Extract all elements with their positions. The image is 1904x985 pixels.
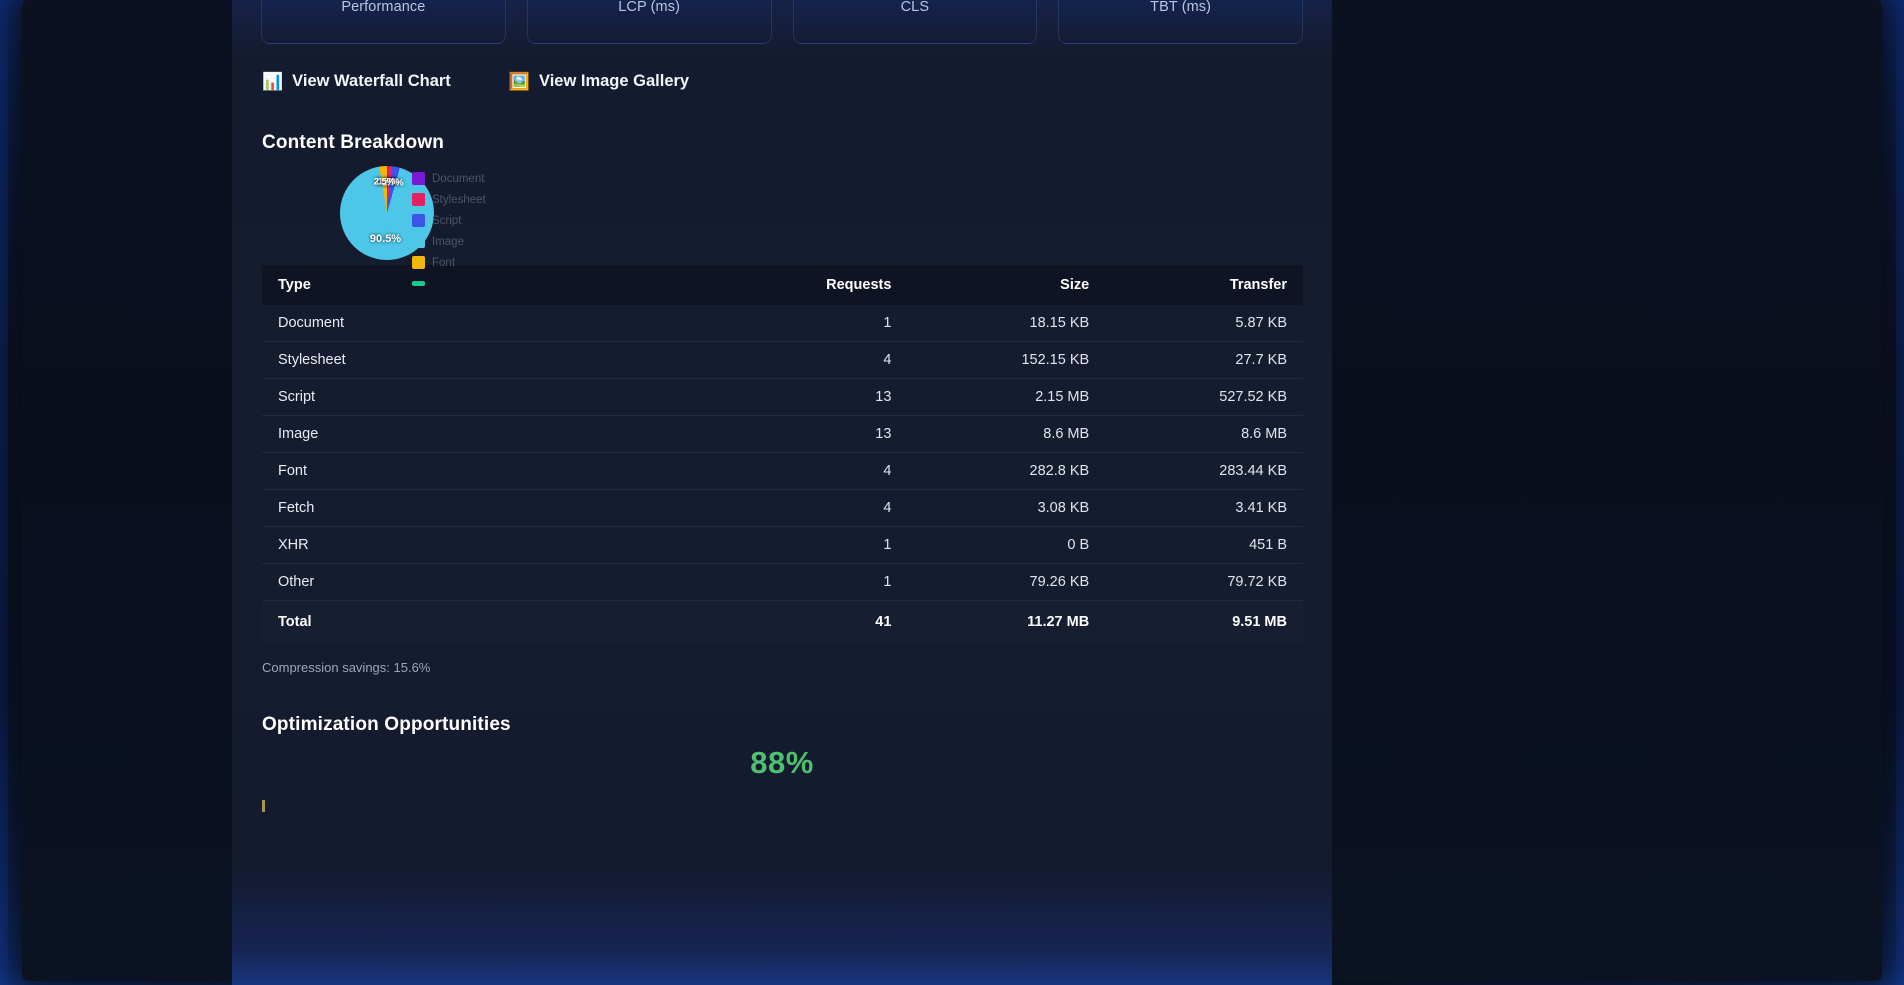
cell-size: 2.15 MB bbox=[907, 378, 1106, 416]
legend-swatch bbox=[412, 172, 425, 185]
legend-swatch bbox=[412, 235, 425, 248]
cell-type: XHR bbox=[262, 526, 721, 564]
cell-requests: 4 bbox=[720, 341, 908, 379]
cell-type: Document bbox=[262, 305, 721, 342]
column-header-size[interactable]: Size bbox=[907, 265, 1106, 305]
cell-type: Font bbox=[262, 452, 721, 490]
cell-type: Script bbox=[262, 378, 721, 416]
legend-swatch bbox=[412, 193, 425, 206]
metric-card-tbt[interactable]: TBT (ms) bbox=[1058, 0, 1303, 44]
legend-swatch bbox=[412, 256, 425, 269]
legend-item[interactable]: Stylesheet bbox=[412, 193, 486, 206]
table-row[interactable]: Script 13 2.15 MB 527.52 KB bbox=[262, 378, 1303, 416]
metric-card-label: Performance bbox=[341, 0, 426, 15]
cell-requests: 1 bbox=[720, 305, 908, 342]
legend-label: Font bbox=[432, 256, 456, 269]
legend-item[interactable]: Image bbox=[412, 235, 486, 248]
metric-cards-row: Performance LCP (ms) CLS TBT (ms) bbox=[261, 0, 1303, 44]
table-header: Type Requests Size Transfer bbox=[262, 265, 1303, 305]
table-row[interactable]: Other 1 79.26 KB 79.72 KB bbox=[262, 563, 1303, 601]
content-breakdown-table: Type Requests Size Transfer Document 1 18.… bbox=[262, 265, 1303, 643]
legend-swatch bbox=[412, 281, 425, 286]
cell-transfer: 283.44 KB bbox=[1105, 452, 1303, 490]
cell-requests: 1 bbox=[720, 563, 908, 601]
cell-type: Image bbox=[262, 415, 721, 453]
legend-label: Stylesheet bbox=[432, 193, 486, 206]
metric-card-label: CLS bbox=[900, 0, 930, 15]
content-breakdown-heading: Content Breakdown bbox=[262, 132, 445, 153]
table-row[interactable]: XHR 1 0 B 451 B bbox=[262, 526, 1303, 564]
cell-size: 282.8 KB bbox=[907, 452, 1106, 490]
cell-requests: 13 bbox=[720, 378, 908, 416]
bar-chart-icon: 📊 bbox=[262, 72, 284, 91]
cell-transfer: 5.87 KB bbox=[1105, 305, 1303, 342]
cell-size: 3.08 KB bbox=[907, 489, 1106, 527]
view-waterfall-chart-label: View Waterfall Chart bbox=[292, 72, 451, 90]
column-header-type[interactable]: Type bbox=[262, 265, 721, 305]
table-total-row: Total 41 11.27 MB 9.51 MB bbox=[262, 601, 1303, 644]
cell-size: 18.15 KB bbox=[907, 305, 1106, 342]
legend-label: Script bbox=[432, 214, 462, 227]
legend-item[interactable]: Document bbox=[412, 172, 486, 185]
column-header-transfer[interactable]: Transfer bbox=[1105, 265, 1303, 305]
report-content-panel: Performance LCP (ms) CLS TBT (ms) 📊 View… bbox=[232, 0, 1332, 985]
cell-transfer: 79.72 KB bbox=[1105, 563, 1303, 601]
metric-card-label: LCP (ms) bbox=[618, 0, 680, 15]
cell-size: 79.26 KB bbox=[907, 563, 1106, 601]
optimization-opportunities-heading: Optimization Opportunities bbox=[262, 714, 511, 735]
table-row[interactable]: Font 4 282.8 KB 283.44 KB bbox=[262, 452, 1303, 490]
cell-total-transfer: 9.51 MB bbox=[1232, 614, 1287, 630]
cell-requests: 4 bbox=[720, 489, 908, 527]
legend-item[interactable] bbox=[412, 277, 486, 290]
cell-transfer: 8.6 MB bbox=[1105, 415, 1303, 453]
view-waterfall-chart-link[interactable]: 📊 View Waterfall Chart bbox=[262, 72, 451, 91]
metric-card-cls[interactable]: CLS bbox=[792, 0, 1038, 44]
pie-legend: Document Stylesheet Script Image Font bbox=[412, 172, 486, 290]
table-body: Document 1 18.15 KB 5.87 KB Stylesheet 4 152.1… bbox=[262, 305, 1303, 643]
optimization-score: 88% bbox=[750, 745, 814, 780]
quick-links-row: 📊 View Waterfall Chart 🖼️ View Image Gal… bbox=[262, 72, 689, 91]
cell-requests: 4 bbox=[720, 452, 908, 490]
legend-item[interactable]: Script bbox=[412, 214, 486, 227]
legend-swatch bbox=[412, 214, 425, 227]
cell-total-size: 11.27 MB bbox=[1027, 614, 1090, 630]
column-header-requests[interactable]: Requests bbox=[720, 265, 908, 305]
cell-type: Other bbox=[262, 563, 721, 601]
table-row[interactable]: Fetch 4 3.08 KB 3.41 KB bbox=[262, 489, 1303, 527]
compression-savings-note: Compression savings: 15.6% bbox=[262, 660, 431, 675]
table-row[interactable]: Document 1 18.15 KB 5.87 KB bbox=[262, 305, 1303, 342]
cell-requests: 13 bbox=[720, 415, 908, 453]
cell-total-label: Total bbox=[278, 614, 312, 630]
legend-label: Image bbox=[432, 235, 464, 248]
view-image-gallery-label: View Image Gallery bbox=[538, 72, 690, 90]
metric-card-label: TBT (ms) bbox=[1150, 0, 1212, 15]
table-row[interactable]: Stylesheet 4 152.15 KB 27.7 KB bbox=[262, 341, 1303, 379]
cell-size: 152.15 KB bbox=[907, 341, 1106, 379]
legend-item[interactable]: Font bbox=[412, 256, 486, 269]
cell-transfer: 27.7 KB bbox=[1105, 341, 1303, 379]
cell-requests: 1 bbox=[720, 526, 908, 564]
metric-card-performance[interactable]: Performance bbox=[261, 0, 506, 44]
view-image-gallery-link[interactable]: 🖼️ View Image Gallery bbox=[509, 72, 689, 91]
cell-transfer: 3.41 KB bbox=[1105, 489, 1303, 527]
cell-total-requests: 41 bbox=[875, 614, 892, 630]
table-row[interactable]: Image 13 8.6 MB 8.6 MB bbox=[262, 415, 1303, 453]
table-header-row: Type Requests Size Transfer bbox=[262, 265, 1303, 305]
cell-type: Fetch bbox=[262, 489, 721, 527]
cell-type: Stylesheet bbox=[262, 341, 721, 379]
legend-label: Document bbox=[432, 172, 485, 185]
cell-transfer: 451 B bbox=[1105, 526, 1303, 564]
cell-size: 8.6 MB bbox=[907, 415, 1106, 453]
cell-size: 0 B bbox=[907, 526, 1106, 564]
optimization-bar-marker bbox=[262, 800, 265, 812]
cell-transfer: 527.52 KB bbox=[1105, 378, 1303, 416]
picture-icon: 🖼️ bbox=[508, 72, 530, 91]
content-breakdown-pie-chart: 0.2% 1.4% 2.7% 90.5% 2.5% Document Stylesheet… bbox=[340, 166, 550, 290]
metric-card-lcp[interactable]: LCP (ms) bbox=[526, 0, 772, 44]
